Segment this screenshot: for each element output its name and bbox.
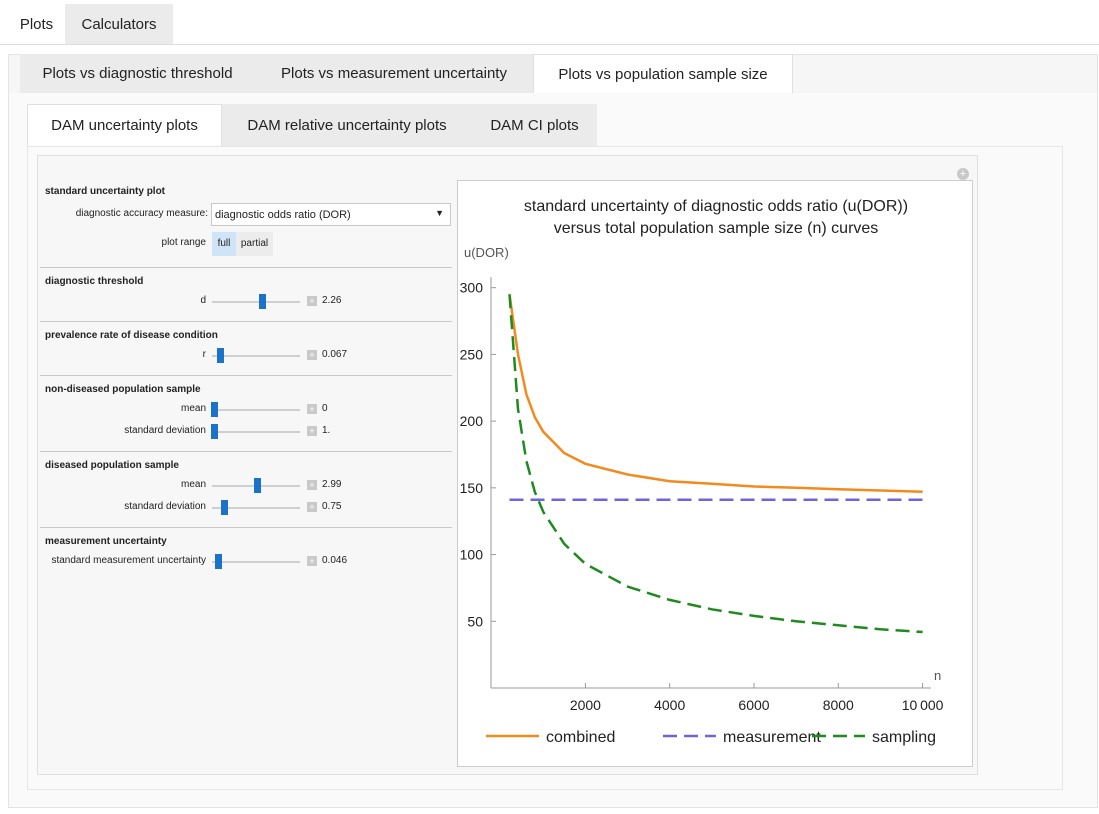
y-tick-label: 300 <box>460 280 484 296</box>
slider-label: standard measurement uncertainty <box>51 555 206 566</box>
legend-label: measurement <box>723 729 821 746</box>
slider-label: d <box>200 295 206 306</box>
group-title: diseased population sample <box>45 460 179 471</box>
group-title: non‐diseased population sample <box>45 384 201 395</box>
group-title: measurement uncertainty <box>45 536 167 547</box>
separator <box>40 267 452 268</box>
slider-track[interactable] <box>212 507 300 509</box>
expand-icon[interactable]: + <box>957 168 969 180</box>
slider-label: standard deviation <box>124 425 206 436</box>
chart: standard uncertainty of diagnostic odds … <box>457 180 973 767</box>
slider-thumb[interactable] <box>254 478 261 493</box>
slider-value: 1. <box>322 425 331 436</box>
slider-plus[interactable]: + <box>307 350 317 360</box>
group-title: diagnostic threshold <box>45 276 144 287</box>
tab[interactable]: DAM uncertainty plots <box>27 104 222 146</box>
series-line <box>508 294 923 634</box>
separator <box>40 451 452 452</box>
slider-label: standard deviation <box>124 501 206 512</box>
chart-title: standard uncertainty of diagnostic odds … <box>524 198 908 215</box>
range-label: plot range <box>161 237 206 248</box>
x-tick-label: 2000 <box>570 697 601 713</box>
slider-plus[interactable]: + <box>307 480 317 490</box>
slider-thumb[interactable] <box>259 294 266 309</box>
x-tick-label: 6000 <box>738 697 769 713</box>
slider-value: 0.046 <box>322 555 348 566</box>
group-title: prevalence rate of disease condition <box>45 330 218 341</box>
slider-plus[interactable]: + <box>307 556 317 566</box>
tab-bar-1 <box>0 44 1099 45</box>
slider-value: 0.75 <box>322 501 342 512</box>
tab[interactable]: DAM CI plots <box>472 104 597 146</box>
slider-thumb[interactable] <box>221 500 228 515</box>
measure-label: diagnostic accuracy measure: <box>75 208 208 219</box>
legend-label: combined <box>546 729 615 746</box>
legend-label: sampling <box>872 729 936 746</box>
y-tick-label: 150 <box>460 480 484 496</box>
range-button[interactable]: partial <box>236 232 273 256</box>
y-axis-label: u(DOR) <box>464 245 509 260</box>
slider-plus[interactable]: + <box>307 404 317 414</box>
tab[interactable]: Plots vs measurement uncertainty <box>255 54 533 93</box>
tab[interactable]: Plots vs population sample size <box>533 54 793 93</box>
slider-label: r <box>202 349 206 360</box>
tab[interactable]: Plots vs diagnostic threshold <box>20 54 255 93</box>
dropdown-arrow: ▼ <box>435 208 444 218</box>
slider-track[interactable] <box>212 409 300 411</box>
separator <box>40 527 452 528</box>
slider-track[interactable] <box>212 561 300 563</box>
slider-value: 0 <box>322 403 328 414</box>
slider-value: 2.26 <box>322 295 342 306</box>
slider-plus[interactable]: + <box>307 296 317 306</box>
range-button[interactable]: full <box>212 232 236 256</box>
tab[interactable]: Calculators <box>65 4 173 44</box>
slider-thumb[interactable] <box>211 402 218 417</box>
slider-track[interactable] <box>212 431 300 433</box>
y-tick-label: 100 <box>460 547 484 563</box>
measure-dropdown[interactable]: diagnostic odds ratio (DOR) ▼ <box>211 203 451 226</box>
measure-value: diagnostic odds ratio (DOR) <box>215 209 351 221</box>
slider-track[interactable] <box>212 355 300 357</box>
y-tick-label: 50 <box>467 613 483 629</box>
y-tick-label: 250 <box>460 346 484 362</box>
separator <box>40 321 452 322</box>
slider-value: 0.067 <box>322 349 348 360</box>
x-tick-label: 4000 <box>654 697 685 713</box>
y-tick-label: 200 <box>460 413 484 429</box>
slider-plus[interactable]: + <box>307 426 317 436</box>
series-line <box>508 294 923 494</box>
tab[interactable]: DAM relative uncertainty plots <box>222 104 472 146</box>
separator <box>40 375 452 376</box>
x-tick-label: 8000 <box>823 697 854 713</box>
x-axis-label: n <box>934 668 941 683</box>
slider-label: mean <box>180 479 206 490</box>
slider-thumb[interactable] <box>217 348 224 363</box>
slider-track[interactable] <box>212 301 300 303</box>
tab[interactable]: Plots <box>8 4 65 44</box>
slider-plus[interactable]: + <box>307 502 317 512</box>
slider-value: 2.99 <box>322 479 342 490</box>
x-tick-label: 10 000 <box>902 697 944 713</box>
slider-thumb[interactable] <box>215 554 222 569</box>
slider-label: mean <box>180 403 206 414</box>
chart-title: versus total population sample size (n) … <box>554 220 879 237</box>
section-title: standard uncertainty plot <box>45 186 166 197</box>
slider-thumb[interactable] <box>211 424 218 439</box>
